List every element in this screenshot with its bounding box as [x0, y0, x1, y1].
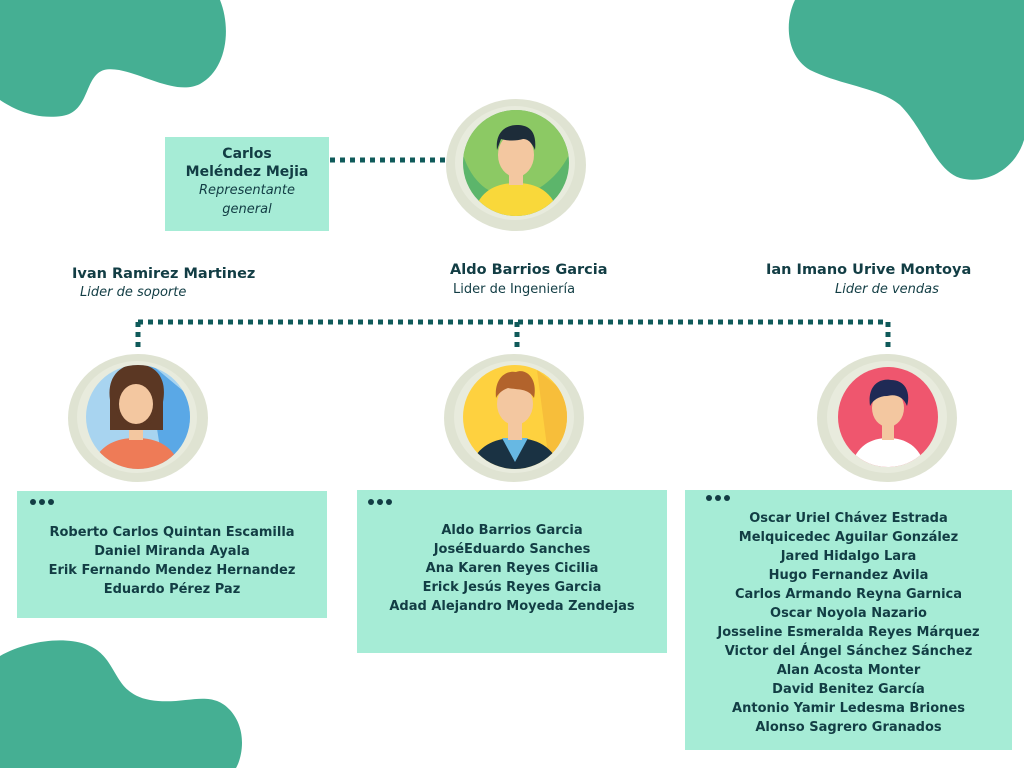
more-dots-icon: [30, 499, 54, 505]
blob-top-right: [788, 0, 1024, 180]
team-box-sales: Oscar Uriel Chávez Estrada Melquicedec A…: [685, 490, 1012, 750]
more-dots-icon: [706, 495, 730, 501]
representative-role-line1: Representante: [198, 183, 296, 198]
more-dots-icon: [368, 499, 392, 505]
team-member: Oscar Noyola Nazario: [770, 606, 927, 621]
team-member: Carlos Armando Reyna Garnica: [734, 587, 963, 602]
man-avatar-icon: [446, 99, 586, 231]
bearded-man-avatar-icon: [68, 354, 208, 482]
representative-card: Carlos Meléndez Mejia Representante gene…: [165, 137, 329, 231]
team-member: Victor del Ángel Sánchez Sánchez: [724, 644, 973, 659]
team-member: Alan Acosta Monter: [776, 663, 921, 678]
leader-role-support: Lider de soporte: [80, 285, 187, 300]
team-member: Hugo Fernandez Avila: [768, 568, 929, 583]
representative-name-line1: Carlos: [222, 146, 272, 162]
team-member: Oscar Uriel Chávez Estrada: [749, 511, 948, 526]
man-avatar-icon: [444, 354, 584, 482]
blob-bottom-left: [0, 640, 242, 768]
team-member: Melquicedec Aguilar González: [738, 530, 959, 545]
team-member: JoséEduardo Sanches: [433, 542, 591, 557]
blob-top-left: [0, 0, 226, 117]
team-member: Eduardo Pérez Paz: [103, 582, 241, 597]
team-member: Josseline Esmeralda Reyes Márquez: [717, 625, 980, 640]
leader-role-sales: Lider de vendas: [835, 282, 939, 297]
team-member: Roberto Carlos Quintan Escamilla: [49, 525, 295, 540]
team-member: Adad Alejandro Moyeda Zendejas: [389, 599, 635, 614]
team-member: Aldo Barrios Garcia: [441, 523, 583, 538]
team-member: Erick Jesús Reyes Garcia: [422, 580, 602, 595]
team-member: Antonio Yamir Ledesma Briones: [732, 701, 965, 716]
team-member: Alonso Sagrero Granados: [755, 720, 942, 735]
team-member: Daniel Miranda Ayala: [94, 544, 250, 559]
woman-avatar-icon: [817, 354, 957, 482]
leader-name-engineering: Aldo Barrios Garcia: [450, 262, 608, 278]
team-member: Erik Fernando Mendez Hernandez: [48, 563, 296, 578]
team-member: Jared Hidalgo Lara: [780, 549, 917, 564]
team-member: David Benitez García: [772, 682, 925, 697]
representative-role-line2: general: [222, 202, 272, 217]
team-box-engineering: Aldo Barrios Garcia JoséEduardo Sanches …: [357, 490, 667, 653]
leader-name-support: Ivan Ramirez Martinez: [72, 266, 256, 282]
leader-name-sales: Ian Imano Urive Montoya: [766, 262, 972, 278]
team-member: Ana Karen Reyes Cicilia: [425, 561, 599, 576]
team-box-support: Roberto Carlos Quintan Escamilla Daniel …: [17, 491, 327, 618]
leader-role-engineering: Lider de Ingeniería: [453, 282, 576, 297]
representative-name-line2: Meléndez Mejia: [185, 164, 309, 180]
